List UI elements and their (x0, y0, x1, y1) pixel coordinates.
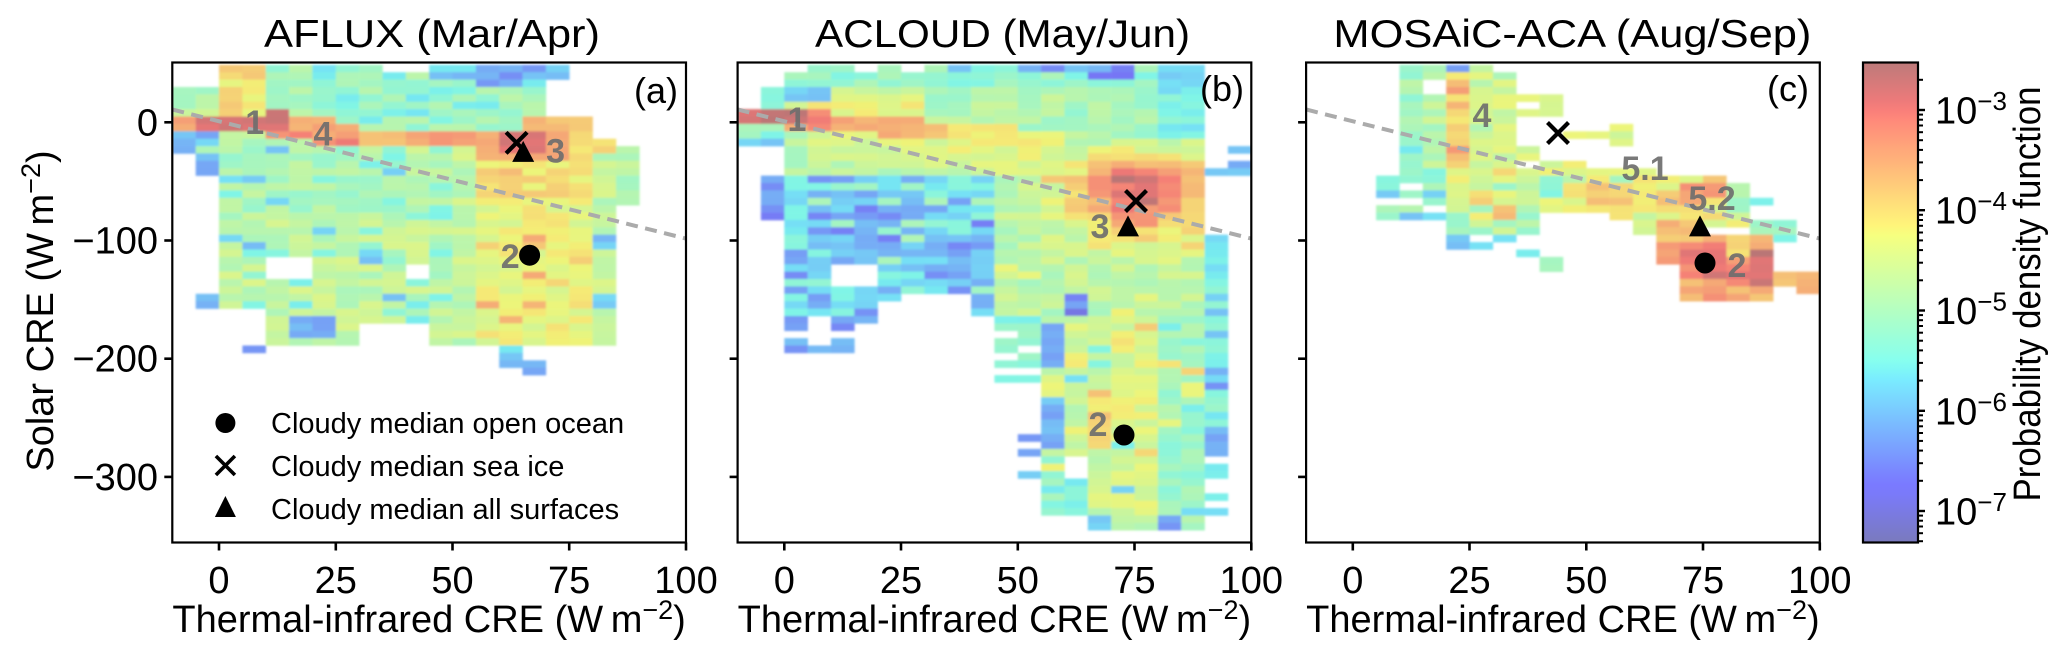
svg-text:10−3: 10−3 (1935, 86, 2007, 133)
svg-text:MOSAiC-ACA (Aug/Sep): MOSAiC-ACA (Aug/Sep) (1333, 13, 1811, 56)
svg-text:100: 100 (1220, 560, 1283, 602)
svg-text:−200: −200 (72, 339, 158, 381)
svg-text:5.1: 5.1 (1621, 150, 1668, 188)
svg-text:100: 100 (654, 560, 717, 602)
svg-text:Thermal-infrared CRE (W m−2): Thermal-infrared CRE (W m−2) (1306, 595, 1819, 641)
svg-text:Thermal-infrared CRE (W m−2): Thermal-infrared CRE (W m−2) (738, 595, 1251, 641)
svg-text:0: 0 (208, 560, 229, 602)
svg-text:Cloudy median sea ice: Cloudy median sea ice (271, 451, 564, 483)
svg-text:1: 1 (788, 101, 807, 139)
svg-text:0: 0 (1342, 560, 1363, 602)
svg-text:5.2: 5.2 (1688, 180, 1735, 218)
svg-text:(b): (b) (1200, 68, 1244, 109)
svg-text:50: 50 (997, 560, 1039, 602)
svg-text:(a): (a) (634, 70, 678, 111)
svg-text:25: 25 (315, 560, 357, 602)
svg-text:3: 3 (546, 133, 565, 171)
svg-text:(c): (c) (1767, 68, 1809, 109)
svg-text:Cloudy median open ocean: Cloudy median open ocean (271, 408, 624, 440)
svg-text:2: 2 (501, 238, 520, 276)
svg-text:ACLOUD (May/Jun): ACLOUD (May/Jun) (815, 13, 1190, 56)
svg-text:Thermal-infrared CRE (W m−2): Thermal-infrared CRE (W m−2) (172, 595, 685, 641)
svg-text:Probability density function: Probability density function (2007, 87, 2049, 502)
svg-text:−100: −100 (72, 221, 158, 263)
svg-text:4: 4 (314, 116, 333, 154)
svg-text:50: 50 (431, 560, 473, 602)
svg-text:2: 2 (1089, 406, 1108, 444)
svg-text:0: 0 (137, 102, 158, 144)
svg-text:2: 2 (1728, 247, 1747, 285)
svg-text:100: 100 (1788, 560, 1851, 602)
svg-text:25: 25 (1448, 560, 1490, 602)
svg-text:3: 3 (1091, 208, 1110, 246)
svg-text:1: 1 (245, 104, 264, 142)
svg-text:10−4: 10−4 (1935, 186, 2007, 233)
svg-text:4: 4 (1473, 97, 1492, 135)
svg-text:−300: −300 (72, 457, 158, 499)
svg-text:10−6: 10−6 (1935, 387, 2007, 434)
svg-text:Solar CRE (W m−2): Solar CRE (W m−2) (16, 150, 62, 471)
svg-text:Cloudy median all surfaces: Cloudy median all surfaces (271, 494, 619, 526)
svg-text:75: 75 (1682, 560, 1724, 602)
svg-text:AFLUX (Mar/Apr): AFLUX (Mar/Apr) (264, 13, 600, 56)
svg-text:75: 75 (548, 560, 590, 602)
svg-text:25: 25 (880, 560, 922, 602)
svg-text:0: 0 (774, 560, 795, 602)
svg-text:10−7: 10−7 (1935, 487, 2007, 534)
svg-text:75: 75 (1113, 560, 1155, 602)
svg-text:50: 50 (1565, 560, 1607, 602)
